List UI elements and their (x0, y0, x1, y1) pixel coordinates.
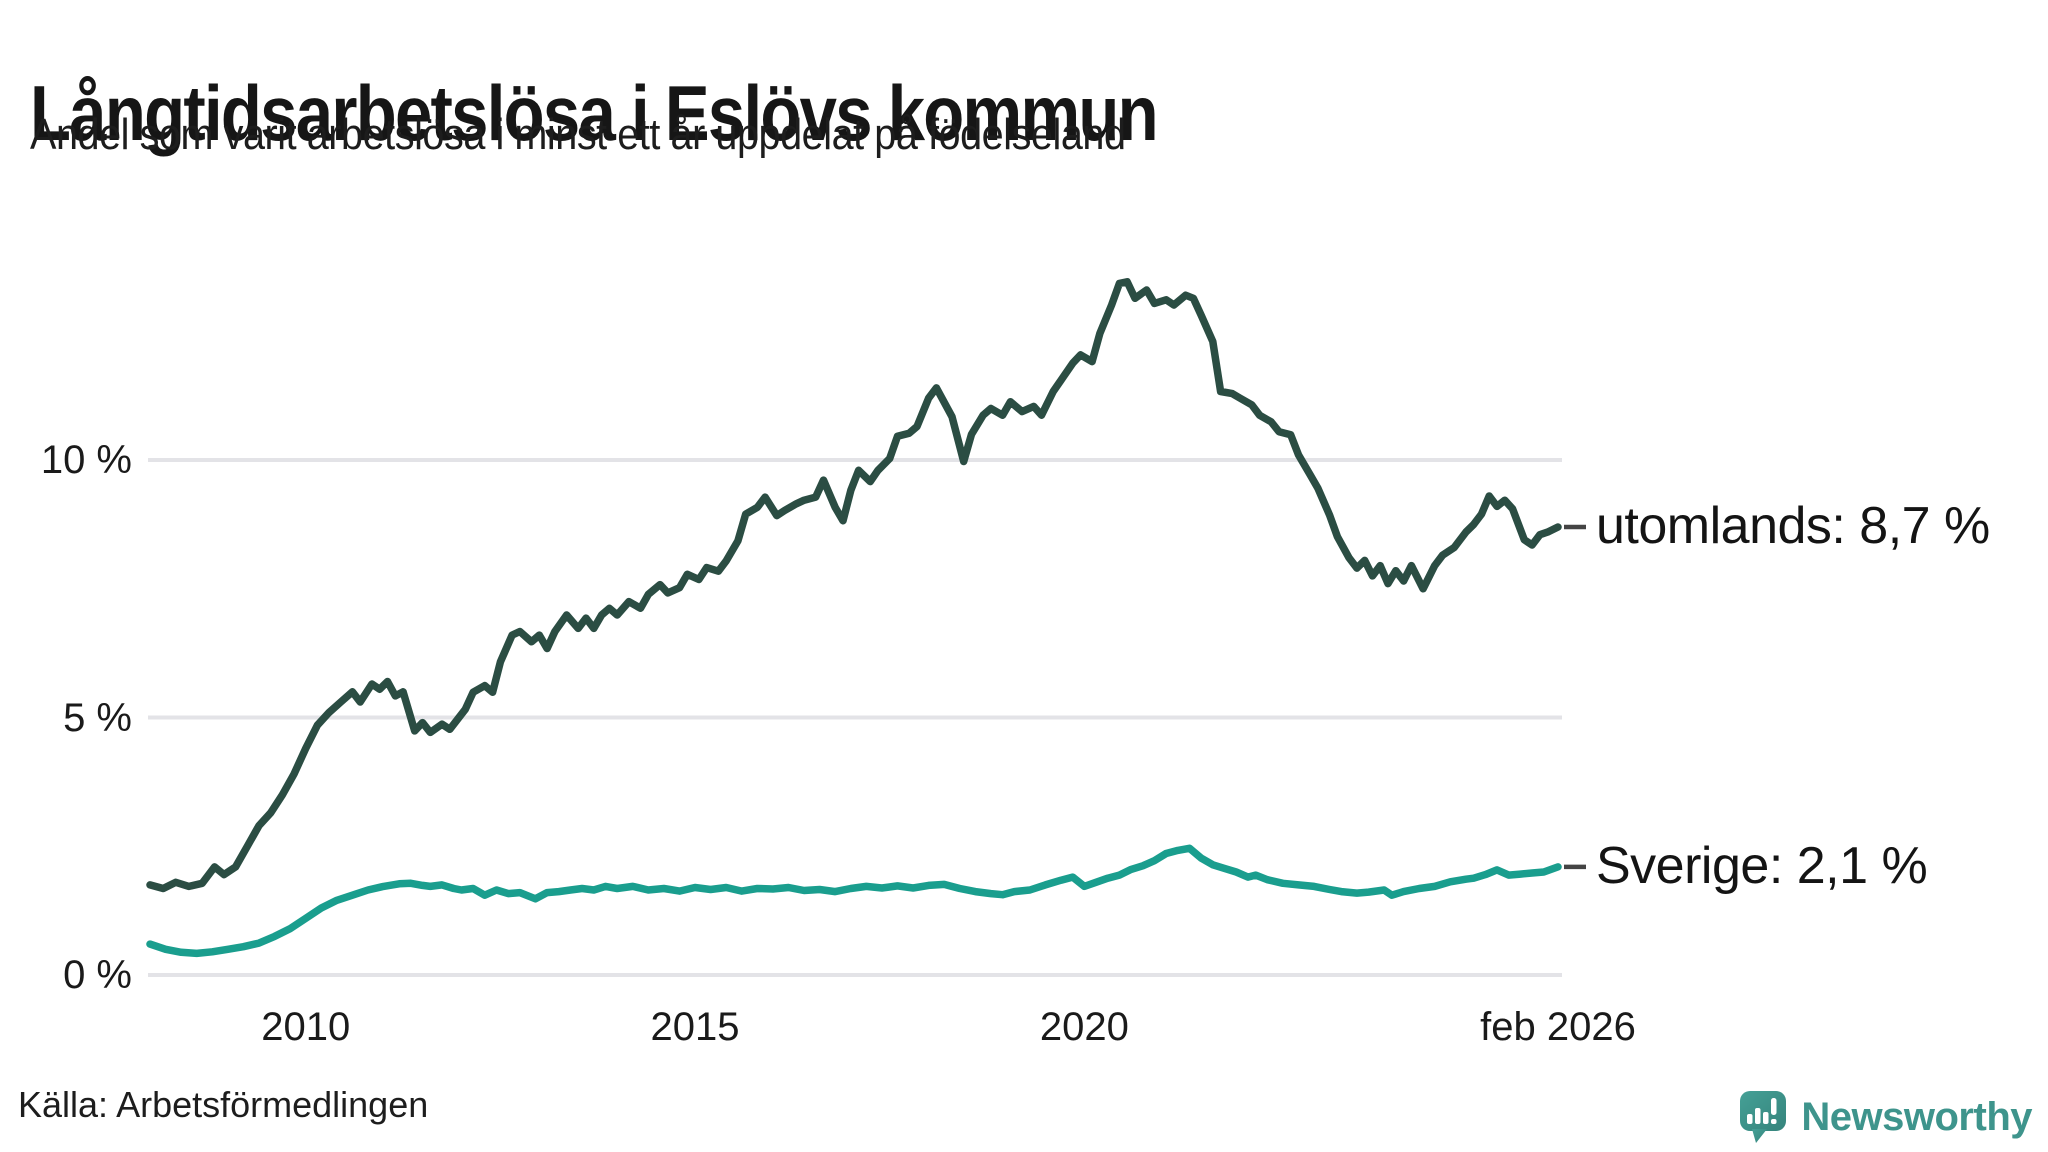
x-axis-tick-0: 2010 (261, 1005, 351, 1049)
series-label-utomlands: utomlands: 8,7 % (1596, 496, 1990, 555)
newsworthy-logo: Newsworthy (1739, 1090, 2032, 1144)
y-axis-tick-2: 10 % (40, 438, 132, 482)
x-axis-tick-3: feb 2026 (1480, 1005, 1636, 1049)
page-title: Långtidsarbetslösa i Eslövs kommun (30, 69, 1159, 158)
chart-subtitle: Andel som varit arbetslösa i minst ett å… (30, 110, 1126, 159)
y-axis-tick-1: 5 % (63, 695, 132, 740)
x-axis-tick-2: 2020 (1039, 1005, 1129, 1049)
x-axis-tick-1: 2015 (650, 1005, 740, 1049)
series-line-utomlands (146, 278, 1562, 893)
y-axis-tick-0: 0 % (63, 953, 132, 997)
newsworthy-logo-icon (1740, 1091, 1787, 1143)
series-line-sverige (146, 844, 1562, 958)
newsworthy-logo-text: Newsworthy (1801, 1094, 2032, 1139)
series-label-sverige: Sverige: 2,1 % (1596, 836, 1928, 895)
source-note: Källa: Arbetsförmedlingen (18, 1084, 429, 1125)
